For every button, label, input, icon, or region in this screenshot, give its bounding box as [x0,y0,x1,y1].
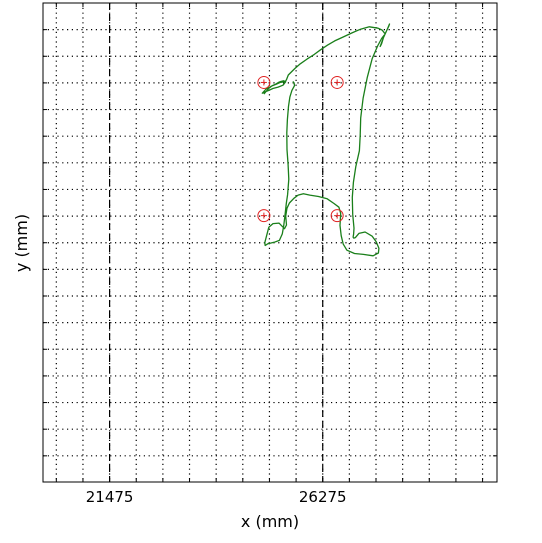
x-axis-label: x (mm) [241,512,299,531]
marker-circle [257,75,271,89]
marker-point [330,209,344,223]
path-layer [261,23,391,257]
trajectory-line [261,23,391,257]
marker-point [257,75,271,89]
marker-circle [330,209,344,223]
x-tick-label: 21475 [86,488,134,506]
marker-circle [257,209,271,223]
reference-lines [109,3,324,482]
marker-point [257,209,271,223]
marker-circle [330,75,344,89]
marker-layer [257,75,344,223]
x-tick-label: 26275 [299,488,347,506]
y-axis-label: y (mm) [12,214,31,272]
grid [43,3,497,482]
tick-layer: 21475 26275 [43,3,497,506]
marker-point [330,75,344,89]
